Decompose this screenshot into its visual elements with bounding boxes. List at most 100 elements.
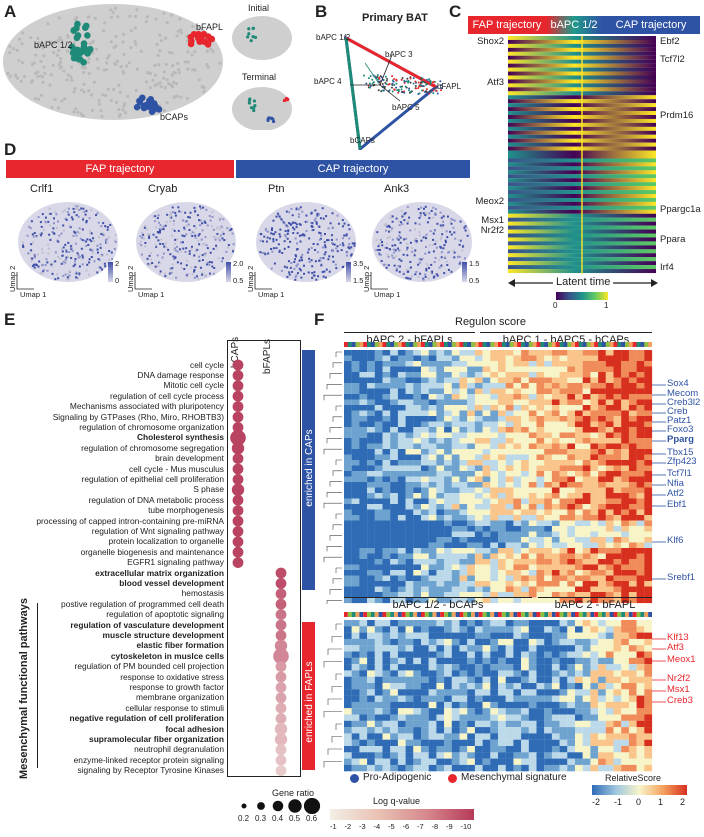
d-umap-cell — [398, 231, 401, 234]
f-top-cell — [636, 504, 645, 510]
f-bot-cell — [382, 701, 391, 709]
e-term-5: Signaling by GTPases (Rho, Miro, RHOBTB3… — [52, 411, 224, 422]
d-umap-cell — [423, 235, 426, 238]
f-top-cell — [575, 520, 583, 527]
f-bot-cell — [590, 620, 599, 627]
f-top-cell — [498, 421, 506, 428]
f-top-cell — [451, 410, 460, 417]
f-bot-annot-cell — [424, 612, 429, 617]
d-umap-cell — [315, 278, 318, 281]
f-bot-cell — [467, 657, 475, 665]
f-top-cell — [498, 383, 506, 389]
f-top-cell — [474, 597, 483, 604]
f-bot-cell — [505, 620, 514, 627]
triangle-cell — [424, 81, 427, 84]
d-umap-cell — [294, 275, 297, 278]
d-umap-cell — [213, 267, 216, 270]
f-top-cell — [467, 399, 475, 406]
f-bot-cell — [482, 664, 491, 671]
f-top-cell — [367, 355, 375, 362]
f-top-annot-cell — [524, 342, 529, 347]
f-bot-cell — [513, 739, 522, 747]
f-top-cell — [351, 416, 360, 422]
f-top-cell — [374, 586, 383, 593]
f-top-cell — [521, 372, 529, 378]
umap-a-cell — [127, 61, 132, 65]
f-top-cell — [397, 526, 406, 532]
f-bot-cell — [421, 638, 429, 646]
f-top-cell — [544, 586, 552, 593]
f-top-cell — [605, 570, 614, 576]
umap-a-cell — [86, 60, 90, 65]
d-umap-cell — [148, 237, 151, 240]
d-umap-cell — [221, 237, 224, 240]
f-bot-cell — [374, 739, 383, 747]
d-umap-cell — [387, 224, 390, 227]
e-term-23: postive regulation of programmed cell de… — [61, 598, 224, 609]
d-umap-cell — [70, 257, 73, 260]
d-umap-cell — [61, 210, 64, 213]
f-bot-cell — [467, 626, 475, 633]
f-top-regulon-tick-9 — [652, 474, 666, 476]
umap-a-cell — [6, 71, 10, 76]
f-bot-cell — [621, 651, 629, 658]
f-top-cell — [513, 487, 522, 494]
f-top-cell — [528, 383, 537, 389]
f-top-cell — [459, 410, 468, 417]
f-bot-cell — [344, 695, 352, 702]
f-bot-cell — [374, 664, 383, 671]
d-umap-cell — [232, 250, 235, 253]
f-top-cell — [621, 509, 629, 516]
triangle-cell — [420, 81, 423, 84]
f-top-cell — [567, 449, 576, 455]
f-top-cell — [474, 383, 483, 389]
triangle-cell — [395, 86, 398, 89]
f-top-cell — [374, 454, 383, 461]
d-umap-cell — [445, 260, 448, 263]
d-umap-cell — [61, 248, 64, 251]
f-top-cell — [575, 427, 583, 433]
f-bot-cell — [459, 683, 468, 690]
f-top-cell — [482, 515, 491, 521]
f-top-cell — [605, 504, 614, 510]
triangle-cell — [387, 83, 390, 86]
d-umap-cell — [419, 212, 422, 215]
f-top-cell — [636, 438, 645, 444]
f-bot-cell — [405, 739, 414, 747]
d-umap-cell — [81, 256, 84, 259]
f-bot-cell — [628, 727, 637, 734]
f-bot-cell — [536, 664, 545, 671]
f-bot-cell — [474, 657, 483, 665]
logq-tick-4: -5 — [388, 822, 395, 831]
f-top-cell — [567, 405, 576, 411]
f-bot-cell — [528, 689, 537, 696]
f-top-cell — [605, 564, 614, 571]
f-top-cell — [436, 366, 445, 373]
f-top-cell — [390, 449, 398, 455]
d-umap-cell — [275, 247, 278, 250]
f-bot-cell — [528, 714, 537, 721]
f-top-cell — [498, 427, 506, 433]
d-umap1-0: Umap 1 — [20, 290, 47, 299]
f-top-cell — [451, 564, 460, 571]
f-top-cell — [575, 548, 583, 554]
d-umap-cell — [163, 245, 166, 248]
f-top-cell — [382, 471, 391, 477]
f-bot-cell — [528, 720, 537, 728]
f-top-cell — [428, 531, 437, 538]
f-bot-cell — [613, 701, 622, 709]
f-bot-cell — [451, 670, 460, 677]
f-top-cell — [605, 443, 614, 450]
f-bot-cell — [382, 670, 391, 677]
umap-a-cell — [139, 49, 143, 53]
f-bot-cell — [451, 764, 460, 772]
f-bot-cell — [421, 752, 429, 759]
f-top-cell — [444, 526, 452, 532]
f-top-cell — [559, 355, 568, 362]
f-top-cell — [490, 564, 499, 571]
f-bot-cell — [367, 714, 375, 721]
d-umap-cell — [439, 246, 442, 249]
d-umap-cell — [397, 264, 400, 267]
f-bot-cell — [644, 695, 653, 702]
f-bot-cell — [482, 701, 491, 709]
